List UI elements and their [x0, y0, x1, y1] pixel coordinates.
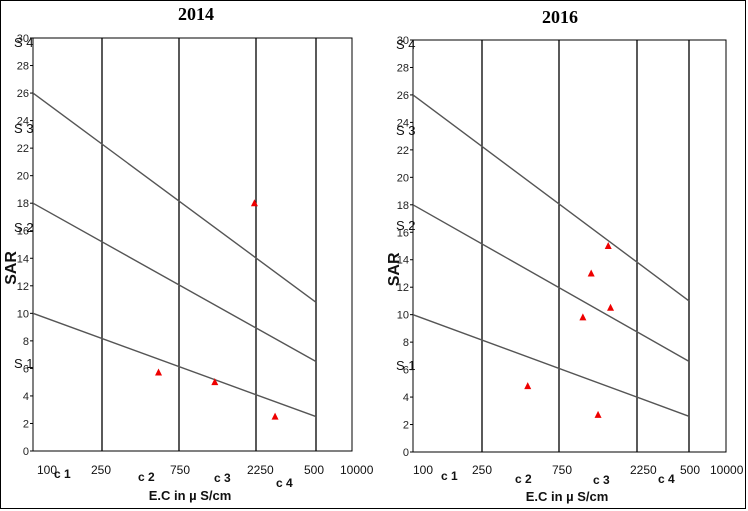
- sodium-class-label: S 3: [396, 123, 416, 138]
- y-axis-label: SAR: [386, 252, 403, 286]
- y-tick-label: 10: [17, 308, 29, 320]
- salinity-class-label: c 1: [54, 467, 71, 481]
- y-tick-label: 14: [397, 255, 409, 267]
- x-tick-label: 100: [413, 463, 433, 477]
- y-tick-label: 0: [23, 446, 29, 458]
- sodium-class-label: S 3: [14, 121, 34, 136]
- y-tick-label: 22: [17, 143, 29, 155]
- y-tick-label: 0: [403, 447, 409, 459]
- sodium-class-label: S 4: [396, 37, 416, 52]
- y-tick-label: 2: [23, 418, 29, 430]
- y-tick-label: 14: [17, 253, 29, 265]
- y-tick-label: 6: [23, 363, 29, 375]
- y-tick-label: 20: [17, 171, 29, 183]
- y-tick-label: 28: [397, 62, 409, 74]
- sar-boundary-line: [412, 94, 690, 302]
- chart-title: 2014: [178, 4, 214, 24]
- sodium-class-label: S 2: [14, 220, 34, 235]
- y-tick-label: 2: [403, 420, 409, 432]
- y-tick-label: 4: [403, 392, 409, 404]
- x-tick-label: 500: [680, 463, 700, 477]
- x-axis-label: E.C in µ S/cm: [149, 488, 232, 503]
- data-point: [587, 269, 595, 277]
- data-point: [604, 242, 612, 249]
- sodium-class-label: S 4: [14, 35, 34, 50]
- data-point: [211, 378, 219, 386]
- x-tick-label: 2250: [247, 463, 274, 477]
- salinity-class-label: c 3: [593, 473, 610, 487]
- y-tick-label: 30: [397, 35, 409, 47]
- data-point: [250, 199, 258, 207]
- plot-area-2016: [412, 39, 727, 453]
- salinity-class-label: c 3: [214, 471, 231, 485]
- sodium-class-label: S 2: [396, 218, 416, 233]
- y-tick-label: 12: [17, 281, 29, 293]
- x-tick-label: 750: [552, 463, 572, 477]
- y-tick-label: 6: [403, 365, 409, 377]
- x-tick-label: 2250: [630, 463, 657, 477]
- salinity-class-label: c 4: [658, 472, 675, 486]
- plot-area-2014: [32, 37, 353, 452]
- y-tick-label: 26: [17, 88, 29, 100]
- x-tick-label: 10000: [710, 463, 744, 477]
- data-point: [155, 368, 163, 376]
- y-tick-label: 16: [397, 227, 409, 239]
- sodium-class-label: S 1: [396, 358, 416, 373]
- data-point: [271, 412, 279, 420]
- y-tick-label: 26: [397, 90, 409, 102]
- sar-boundary-line: [32, 92, 317, 303]
- x-tick-label: 500: [304, 463, 324, 477]
- y-tick-label: 4: [23, 391, 29, 403]
- data-point: [594, 410, 602, 418]
- y-tick-label: 8: [23, 336, 29, 348]
- x-tick-label: 10000: [340, 463, 374, 477]
- y-tick-label: 18: [17, 198, 29, 210]
- sar-boundary-line: [412, 314, 690, 417]
- y-tick-label: 28: [17, 61, 29, 73]
- sodium-class-label: S 1: [14, 356, 34, 371]
- sar-boundary-line: [32, 202, 317, 363]
- y-tick-label: 16: [17, 226, 29, 238]
- salinity-class-label: c 2: [138, 470, 155, 484]
- y-tick-label: 12: [397, 282, 409, 294]
- y-tick-label: 24: [17, 116, 29, 128]
- salinity-class-label: c 1: [441, 469, 458, 483]
- data-point: [607, 303, 615, 311]
- sar-boundary-line: [32, 312, 317, 418]
- y-tick-label: 20: [397, 172, 409, 184]
- y-tick-label: 8: [403, 337, 409, 349]
- x-axis-label: E.C in µ S/cm: [526, 489, 609, 504]
- y-tick-label: 10: [397, 310, 409, 322]
- x-tick-label: 100: [37, 463, 57, 477]
- chart-title: 2016: [542, 7, 578, 27]
- sar-boundary-line: [412, 204, 690, 362]
- x-tick-label: 250: [91, 463, 111, 477]
- y-tick-label: 24: [397, 117, 409, 129]
- salinity-class-label: c 4: [276, 476, 293, 490]
- salinity-class-label: c 2: [515, 472, 532, 486]
- y-tick-label: 30: [17, 33, 29, 45]
- data-point: [524, 382, 532, 390]
- x-tick-label: 250: [472, 463, 492, 477]
- x-tick-label: 750: [170, 463, 190, 477]
- y-tick-label: 22: [397, 145, 409, 157]
- data-point: [579, 313, 587, 321]
- y-tick-label: 18: [397, 200, 409, 212]
- y-axis-label: SAR: [3, 251, 20, 285]
